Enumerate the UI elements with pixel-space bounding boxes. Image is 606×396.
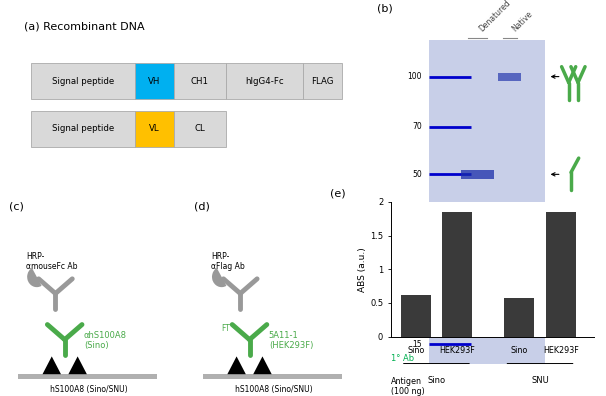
FancyBboxPatch shape — [303, 63, 342, 99]
Text: SNU: SNU — [531, 376, 549, 385]
Bar — [461, 268, 494, 277]
Text: FLAG: FLAG — [311, 76, 334, 86]
Wedge shape — [212, 268, 227, 287]
Text: VH: VH — [148, 76, 161, 86]
Text: αhS100A8
(Sino): αhS100A8 (Sino) — [84, 331, 127, 350]
Text: Sino: Sino — [407, 346, 424, 355]
Bar — [498, 73, 521, 80]
FancyBboxPatch shape — [174, 63, 225, 99]
Y-axis label: ABS (a.u.): ABS (a.u.) — [358, 247, 367, 292]
Text: Antigen
(100 ng): Antigen (100 ng) — [391, 377, 425, 396]
Bar — [546, 212, 576, 337]
FancyBboxPatch shape — [135, 63, 174, 99]
FancyBboxPatch shape — [31, 63, 135, 99]
Text: Signal peptide: Signal peptide — [52, 124, 114, 133]
Text: hS100A8 (Sino/SNU): hS100A8 (Sino/SNU) — [50, 385, 127, 394]
Text: HEK293F: HEK293F — [543, 346, 579, 355]
Wedge shape — [27, 268, 42, 287]
Text: Native: Native — [510, 10, 534, 34]
Text: 5A11-1
(HEK293F): 5A11-1 (HEK293F) — [269, 331, 313, 350]
Text: 35: 35 — [412, 220, 422, 229]
Text: hIgG4-Fc: hIgG4-Fc — [245, 76, 284, 86]
Bar — [428, 40, 545, 364]
Text: Signal peptide: Signal peptide — [52, 76, 114, 86]
Polygon shape — [227, 356, 246, 374]
Polygon shape — [68, 356, 87, 374]
FancyBboxPatch shape — [135, 110, 174, 147]
Text: HRP-
αFlag Ab: HRP- αFlag Ab — [211, 251, 245, 271]
Bar — [19, 374, 157, 379]
Text: Denatured: Denatured — [478, 0, 513, 34]
Text: (d): (d) — [194, 202, 210, 212]
Text: (e): (e) — [330, 188, 345, 198]
Text: 15: 15 — [412, 340, 422, 348]
Polygon shape — [253, 356, 271, 374]
Text: (c): (c) — [9, 202, 24, 212]
Bar — [461, 170, 494, 179]
Bar — [504, 297, 534, 337]
FancyBboxPatch shape — [31, 110, 135, 147]
Text: HEK293F: HEK293F — [439, 346, 475, 355]
Polygon shape — [42, 356, 61, 374]
Text: Sino: Sino — [511, 346, 528, 355]
Bar — [442, 212, 472, 337]
Text: 100: 100 — [407, 72, 422, 81]
Text: CH1: CH1 — [190, 76, 208, 86]
Text: 70: 70 — [412, 122, 422, 131]
Text: (a) Recombinant DNA: (a) Recombinant DNA — [24, 21, 145, 31]
Text: 25: 25 — [412, 268, 422, 276]
Text: 20: 20 — [412, 299, 422, 308]
FancyBboxPatch shape — [225, 63, 303, 99]
Text: HRP-
αmouseFc Ab: HRP- αmouseFc Ab — [26, 251, 78, 271]
Text: 50: 50 — [412, 170, 422, 179]
Text: VL: VL — [149, 124, 159, 133]
FancyBboxPatch shape — [174, 110, 225, 147]
Text: FT: FT — [222, 324, 230, 333]
Text: (b): (b) — [378, 4, 393, 14]
Text: Sino: Sino — [427, 376, 445, 385]
Bar — [203, 374, 342, 379]
Text: hS100A8 (Sino/SNU): hS100A8 (Sino/SNU) — [235, 385, 312, 394]
Bar — [401, 295, 431, 337]
Text: CL: CL — [194, 124, 205, 133]
Text: 1° Ab: 1° Ab — [391, 354, 414, 363]
